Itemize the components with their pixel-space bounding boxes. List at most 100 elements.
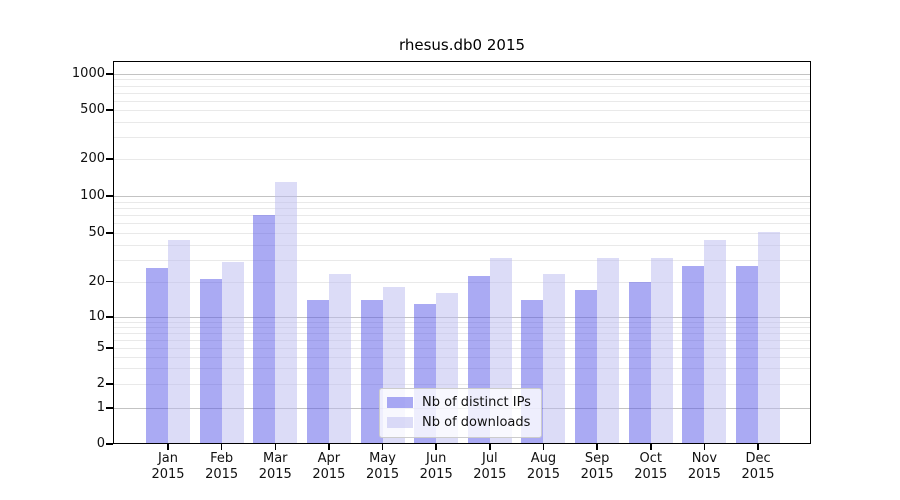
y-tick-label: 20 <box>88 273 105 289</box>
x-tick-month: Dec <box>745 451 771 466</box>
y-tick-label: 1 <box>96 400 105 415</box>
y-tick-label: 1000 <box>71 66 105 81</box>
minor-gridline <box>113 201 811 203</box>
x-tick-mark <box>542 444 545 450</box>
bar-downloads <box>650 258 673 444</box>
minor-gridline <box>113 110 811 111</box>
x-tick-mark <box>167 444 169 450</box>
bar-distinct-ips <box>736 265 759 444</box>
x-tick-year: 2015 <box>741 467 775 482</box>
y-tick-label: 200 <box>80 151 105 166</box>
minor-gridline <box>113 92 811 94</box>
minor-gridline <box>113 348 811 349</box>
bar-downloads <box>275 181 298 444</box>
x-tick-mark <box>703 444 706 450</box>
minor-gridline <box>113 244 811 246</box>
x-tick-year: 2015 <box>258 467 292 482</box>
x-tick-mark <box>650 444 652 450</box>
y-tick-mark <box>106 347 113 349</box>
y-tick-mark <box>106 407 113 409</box>
y-tick-mark <box>106 158 113 160</box>
x-tick-month: Sep <box>584 451 610 466</box>
minor-gridline <box>113 79 811 81</box>
bar-distinct-ips <box>306 299 329 444</box>
x-tick-year: 2015 <box>687 467 721 482</box>
minor-gridline <box>113 159 811 160</box>
y-tick-mark <box>106 73 113 75</box>
x-tick-mark <box>274 444 277 450</box>
x-tick-month: Aug <box>530 451 557 466</box>
bar-downloads <box>168 239 190 444</box>
y-tick-label: 0 <box>96 436 105 451</box>
x-tick-mark <box>596 444 598 450</box>
x-tick-label: Sep 2015 <box>565 451 629 483</box>
x-tick-year: 2015 <box>580 467 614 482</box>
legend-label-downloads: Nb of downloads <box>422 415 531 430</box>
x-tick-mark <box>489 444 491 450</box>
x-tick-label: Jan 2015 <box>136 451 200 483</box>
minor-gridline <box>113 215 811 217</box>
x-tick-label: Mar 2015 <box>243 451 307 483</box>
legend-item-downloads: Nb of downloads <box>387 415 531 430</box>
bar-distinct-ips <box>253 215 276 444</box>
x-tick-month: May <box>369 451 396 466</box>
y-tick-label: 50 <box>88 225 105 240</box>
x-tick-month: Jun <box>426 451 447 466</box>
y-tick-mark <box>106 316 113 318</box>
x-tick-label: Apr 2015 <box>297 451 361 483</box>
x-tick-year: 2015 <box>151 467 185 482</box>
minor-gridline <box>113 326 811 328</box>
x-tick-year: 2015 <box>473 467 507 482</box>
x-tick-label: Dec 2015 <box>726 451 790 483</box>
minor-gridline <box>113 100 811 102</box>
x-tick-mark <box>381 444 384 450</box>
x-tick-mark <box>435 444 437 450</box>
bar-downloads <box>543 274 566 444</box>
bar-distinct-ips <box>360 299 383 444</box>
x-tick-mark <box>220 444 223 450</box>
y-tick-label: 500 <box>80 102 105 117</box>
minor-gridline <box>113 321 811 323</box>
y-tick-mark <box>106 232 113 234</box>
x-tick-month: Mar <box>263 451 288 466</box>
x-tick-label: Feb 2015 <box>190 451 254 483</box>
x-tick-month: Feb <box>210 451 234 466</box>
minor-gridline <box>113 260 811 262</box>
plot-area: Nb of distinct IPs Nb of downloads <box>113 61 811 444</box>
legend-item-distinct-ips: Nb of distinct IPs <box>387 395 531 410</box>
bar-distinct-ips <box>199 278 222 444</box>
bar-downloads <box>328 274 351 444</box>
x-tick-year: 2015 <box>366 467 400 482</box>
x-tick-year: 2015 <box>312 467 346 482</box>
minor-gridline <box>113 368 811 370</box>
x-tick-label: Oct 2015 <box>619 451 683 483</box>
minor-gridline <box>113 233 811 234</box>
x-tick-month: Apr <box>317 451 341 466</box>
bar-distinct-ips <box>575 289 598 444</box>
bar-downloads <box>221 261 244 444</box>
y-tick-mark <box>106 280 113 283</box>
y-tick-mark <box>106 443 113 445</box>
x-tick-year: 2015 <box>526 467 561 482</box>
y-tick-mark <box>106 195 113 197</box>
y-tick-label: 2 <box>96 376 105 391</box>
minor-gridline <box>113 332 811 334</box>
x-tick-month: Jan <box>157 451 179 466</box>
bar-downloads <box>597 258 620 444</box>
y-tick-label: 10 <box>88 309 105 324</box>
minor-gridline <box>113 223 811 225</box>
bar-distinct-ips <box>682 265 705 444</box>
minor-gridline <box>113 356 811 358</box>
minor-gridline <box>113 207 811 209</box>
x-tick-month: Oct <box>639 451 662 466</box>
x-tick-year: 2015 <box>634 467 668 482</box>
major-gridline <box>113 317 811 318</box>
major-gridline <box>113 196 811 197</box>
x-tick-mark <box>328 444 330 450</box>
minor-gridline <box>113 384 811 385</box>
legend-box: Nb of distinct IPs Nb of downloads <box>379 388 542 438</box>
minor-gridline <box>113 85 811 87</box>
x-tick-mark <box>757 444 759 450</box>
minor-gridline <box>113 281 811 283</box>
